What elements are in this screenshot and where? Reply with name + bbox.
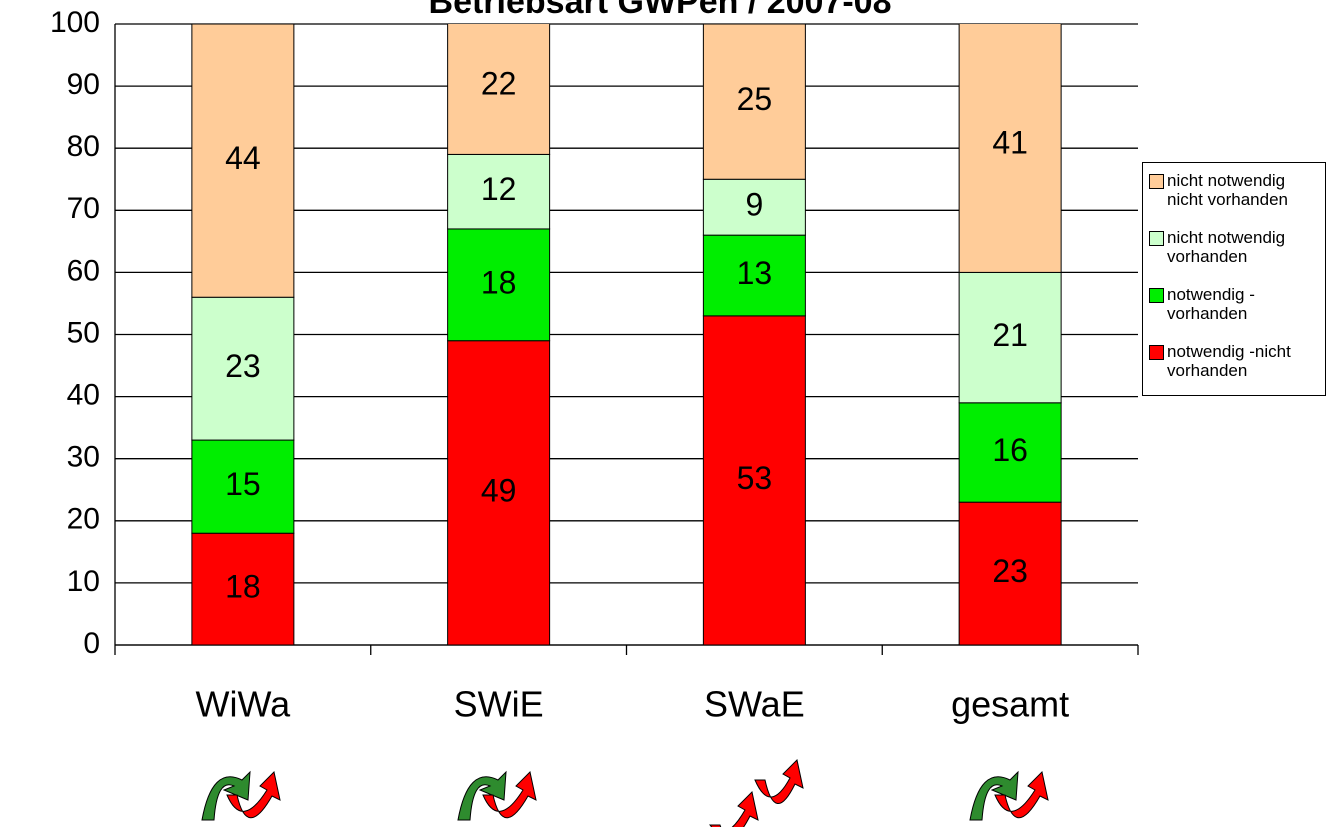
- bar-segment: [447, 24, 551, 155]
- legend-swatch: [1149, 288, 1164, 303]
- data-label: 25: [737, 81, 773, 117]
- chart-title: Betriebsart GWPen / 2007-08: [429, 0, 892, 21]
- x-tick-label: gesamt: [951, 684, 1069, 725]
- legend-swatch: [1149, 345, 1164, 360]
- y-tick-label: 0: [83, 627, 100, 660]
- data-label: 21: [992, 317, 1028, 353]
- data-label: 18: [225, 569, 261, 605]
- bar-segment: [958, 501, 1062, 645]
- data-label: 23: [225, 348, 261, 384]
- bar-segment: [958, 402, 1062, 503]
- data-label: 12: [481, 171, 517, 207]
- x-tick-label: WiWa: [196, 684, 292, 725]
- bar-segment: [702, 315, 806, 645]
- legend-swatch: [1149, 231, 1164, 246]
- bar-segment: [958, 271, 1062, 404]
- bar-segment: [702, 234, 806, 317]
- data-label: 13: [737, 255, 773, 291]
- legend-label: notwendig -nicht vorhanden: [1167, 342, 1291, 380]
- y-tick-label: 90: [67, 68, 100, 101]
- data-label: 15: [225, 466, 261, 502]
- bar-segment: [702, 178, 806, 236]
- bar-segment: [191, 24, 295, 298]
- data-label: 16: [992, 432, 1028, 468]
- legend-item: nicht notwendig nicht vorhanden: [1149, 171, 1288, 209]
- legend-item: notwendig -nicht vorhanden: [1149, 342, 1291, 380]
- bars: [191, 24, 1062, 645]
- bar-segment: [447, 153, 551, 230]
- legend-item: notwendig - vorhanden: [1149, 285, 1255, 323]
- bar-segment: [702, 24, 806, 180]
- data-label: 9: [745, 187, 763, 223]
- bar-segment: [447, 228, 551, 342]
- data-label: 44: [225, 140, 261, 176]
- legend: nicht notwendig nicht vorhanden nicht not…: [1142, 162, 1326, 396]
- y-tick-label: 20: [67, 503, 100, 536]
- bar-segment: [958, 24, 1062, 273]
- data-labels: 18 15 23 44 49 18 12 22 53 13 9 25 23 16 21 41: [225, 66, 1028, 605]
- legend-item: nicht notwendig vorhanden: [1149, 228, 1285, 266]
- data-label: 22: [481, 66, 517, 102]
- data-label: 49: [481, 472, 517, 508]
- y-tick-label: 40: [67, 379, 100, 412]
- y-tick-label: 70: [67, 192, 100, 225]
- data-label: 41: [992, 125, 1028, 161]
- y-tick-label: 80: [67, 130, 100, 163]
- x-tick-label: SWaE: [704, 684, 805, 725]
- change-icons: [201, 758, 1049, 827]
- data-label: 53: [737, 460, 773, 496]
- y-tick-label: 100: [50, 6, 100, 39]
- data-label: 23: [992, 553, 1028, 589]
- x-tick-label: SWiE: [454, 684, 544, 725]
- legend-label: notwendig - vorhanden: [1167, 285, 1255, 323]
- y-tick-label: 50: [67, 316, 100, 349]
- y-tick-label: 30: [67, 441, 100, 474]
- y-tick-label: 60: [67, 254, 100, 287]
- legend-label: nicht notwendig vorhanden: [1167, 228, 1286, 266]
- data-label: 18: [481, 264, 517, 300]
- legend-label: nicht notwendig nicht vorhanden: [1167, 171, 1288, 209]
- legend-swatch: [1149, 174, 1164, 189]
- y-tick-label: 10: [67, 565, 100, 598]
